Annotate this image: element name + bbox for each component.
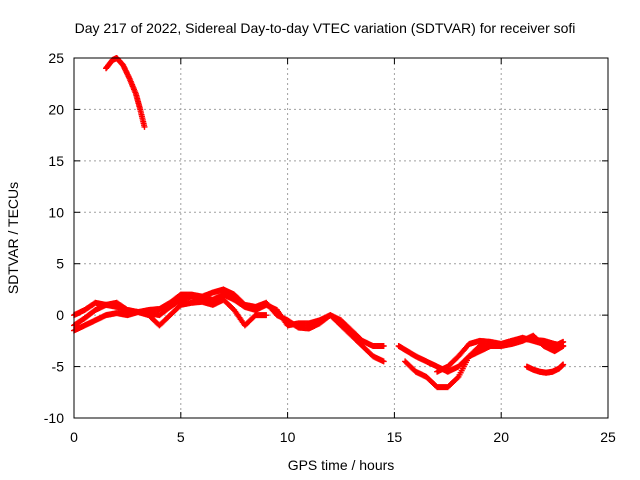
series-arc-f [434, 334, 567, 375]
y-tick-label: 0 [56, 307, 64, 323]
y-axis-label: SDTVAR / TECUs [5, 182, 21, 294]
series-arc-a [71, 291, 387, 349]
series-arc-h [103, 55, 148, 130]
chart-title: Day 217 of 2022, Sidereal Day-to-day VTE… [75, 20, 576, 36]
data-points [71, 55, 567, 391]
x-tick-label: 20 [493, 429, 509, 445]
y-tick-label: 10 [48, 204, 64, 220]
series-arc-b [71, 286, 387, 365]
data-point [560, 361, 567, 368]
data-point [380, 343, 387, 349]
x-axis-label: GPS time / hours [288, 457, 395, 473]
y-tick-label: 15 [48, 153, 64, 169]
data-point [263, 312, 270, 319]
y-tick-label: -5 [52, 359, 65, 375]
y-tick-label: 5 [56, 256, 64, 272]
data-point [380, 358, 387, 365]
data-point [141, 123, 148, 130]
x-tick-label: 5 [177, 429, 185, 445]
x-tick-label: 15 [387, 429, 403, 445]
grid-lines [74, 58, 608, 418]
data-point [454, 374, 461, 381]
y-tick-label: -10 [44, 410, 64, 426]
series-arc-g [523, 361, 567, 376]
x-tick-label: 10 [280, 429, 296, 445]
plot-frame [73, 57, 609, 419]
x-tick-label: 0 [70, 429, 78, 445]
y-tick-label: 20 [48, 101, 64, 117]
axis-ticks: 0 5 10 15 20 25 -10 -5 0 5 10 15 20 25 [44, 50, 616, 445]
x-tick-label: 25 [600, 429, 616, 445]
data-point [560, 338, 567, 345]
y-tick-label: 25 [48, 50, 64, 66]
